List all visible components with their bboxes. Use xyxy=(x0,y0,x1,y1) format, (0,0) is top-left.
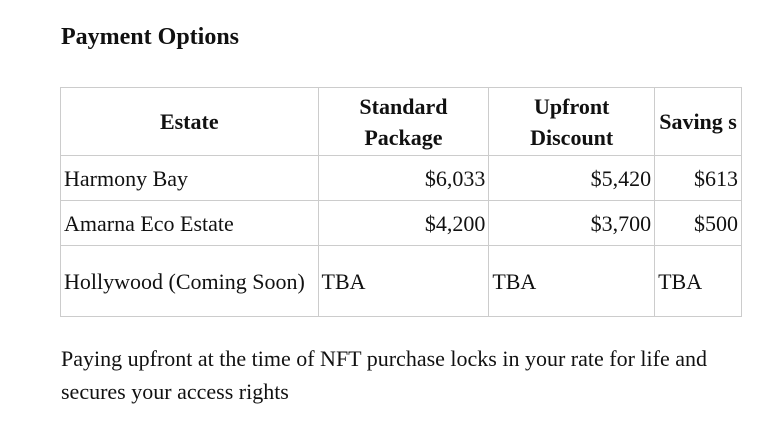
payment-options-table: Estate Standard Package Upfront Discount… xyxy=(60,87,742,317)
table-row: Hollywood (Coming Soon) TBA TBA TBA xyxy=(60,245,742,317)
savings: TBA xyxy=(654,245,742,317)
standard-price: TBA xyxy=(317,245,490,317)
upfront-price: TBA xyxy=(488,245,656,317)
header-upfront-discount: Upfront Discount xyxy=(488,87,656,156)
table-header-row: Estate Standard Package Upfront Discount… xyxy=(60,87,742,156)
upfront-price: $5,420 xyxy=(488,155,656,201)
header-estate: Estate xyxy=(60,87,319,156)
estate-name: Hollywood (Coming Soon) xyxy=(60,245,319,317)
estate-name: Amarna Eco Estate xyxy=(60,200,319,246)
table-row: Harmony Bay $6,033 $5,420 $613 xyxy=(60,155,742,201)
header-savings: Saving s xyxy=(654,87,742,156)
table-row: Amarna Eco Estate $4,200 $3,700 $500 xyxy=(60,200,742,246)
upfront-price: $3,700 xyxy=(488,200,656,246)
estate-name: Harmony Bay xyxy=(60,155,319,201)
standard-price: $4,200 xyxy=(317,200,490,246)
savings: $500 xyxy=(654,200,742,246)
savings: $613 xyxy=(654,155,742,201)
page-title: Payment Options xyxy=(61,24,240,50)
standard-price: $6,033 xyxy=(317,155,490,201)
upfront-note: Paying upfront at the time of NFT purcha… xyxy=(61,346,707,404)
header-standard-package: Standard Package xyxy=(317,87,490,156)
